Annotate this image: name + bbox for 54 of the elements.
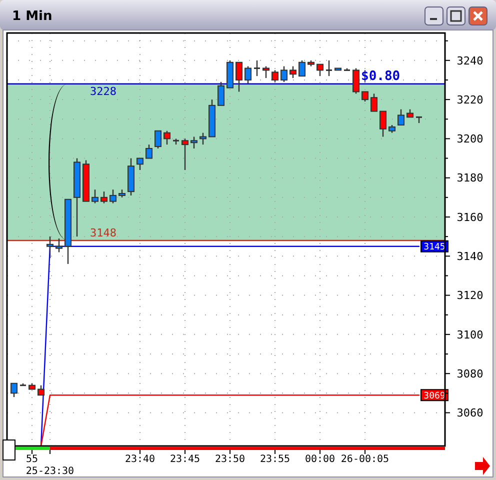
- x-tick-label: 00:00: [304, 454, 336, 465]
- candlestick: [253, 60, 261, 77]
- x-tick-label: 25-23:30: [26, 466, 74, 477]
- candlestick: [92, 188, 98, 204]
- data-label: 3145: [424, 242, 446, 252]
- ref-line-label: 3148: [90, 226, 116, 240]
- y-tick-label: 3220: [456, 93, 484, 106]
- candlestick: [352, 68, 360, 94]
- candlestick: [110, 188, 116, 204]
- candlestick: [164, 130, 170, 146]
- candlestick: [244, 66, 252, 84]
- candlestick: [200, 132, 206, 146]
- candlestick: [10, 382, 18, 398]
- candlestick: [290, 66, 296, 79]
- x-tick-label: 23:45: [170, 454, 200, 465]
- candlestick: [136, 158, 144, 171]
- candlestick: [100, 190, 108, 204]
- y-tick-label: 3160: [456, 210, 484, 224]
- candlestick: [298, 60, 306, 77]
- candlestick: [362, 91, 368, 102]
- y-tick-label: 3060: [456, 406, 484, 420]
- candlestick: [398, 108, 404, 126]
- data-label: 3069: [424, 391, 446, 402]
- candlestick: [325, 60, 333, 77]
- candlestick: [272, 70, 278, 83]
- x-tick-label: 26-00:05: [340, 454, 390, 465]
- y-tick-label: 3140: [456, 250, 484, 263]
- annotation: $0.80: [361, 68, 400, 84]
- candlestick: [236, 62, 242, 92]
- candlestick: [56, 238, 62, 253]
- candlestick: [46, 236, 54, 259]
- candlestick: [182, 138, 188, 171]
- ref-line-label: 3228: [90, 84, 116, 98]
- y-tick-label: 3080: [456, 367, 484, 380]
- candlestick: [218, 81, 224, 106]
- y-tick-label: 3120: [456, 289, 484, 302]
- candlestick: [262, 66, 270, 79]
- chart-title: 1 Min: [12, 9, 52, 24]
- candlestick: [190, 136, 198, 150]
- x-tick-label: 23:40: [124, 454, 156, 465]
- y-tick-label: 3100: [456, 328, 484, 342]
- x-tick-label: 23:50: [214, 454, 246, 465]
- candlestick: [154, 130, 162, 150]
- candlestick: [280, 66, 288, 83]
- candlestick: [370, 93, 378, 112]
- y-tick-label: 3240: [456, 54, 484, 68]
- y-tick-label: 3180: [456, 172, 484, 185]
- candlestick: [38, 384, 44, 396]
- x-tick-label: 23:55: [260, 454, 290, 465]
- candlestick: [316, 64, 324, 77]
- candlestick: [146, 144, 152, 159]
- candlestick: [380, 110, 386, 138]
- y-tick-label: 3200: [456, 132, 484, 146]
- x-tick-label: 55: [26, 454, 38, 465]
